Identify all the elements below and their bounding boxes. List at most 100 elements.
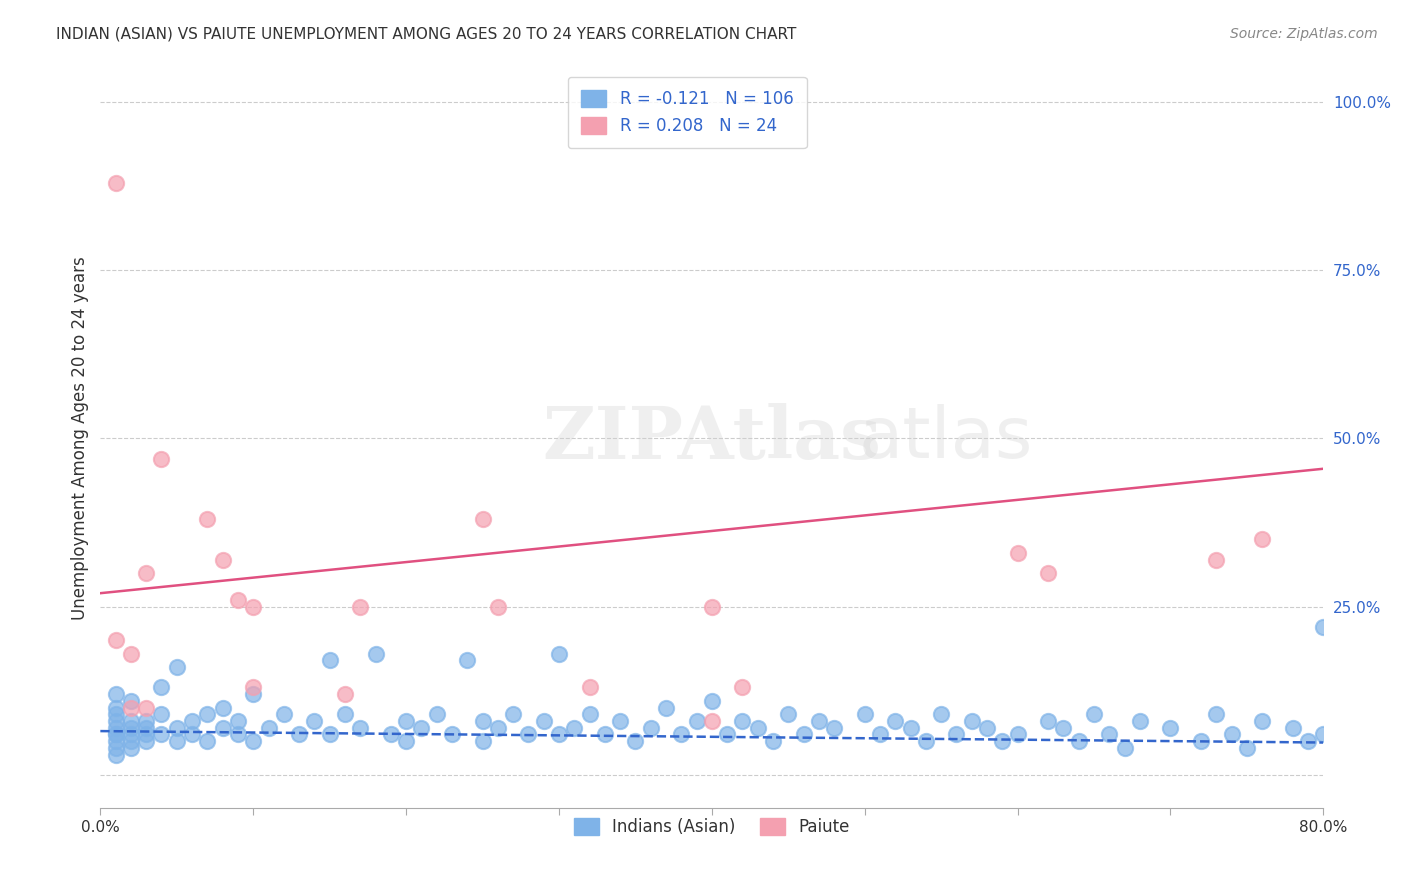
Point xyxy=(211,700,233,714)
Point xyxy=(853,707,876,722)
Point xyxy=(120,727,142,741)
Point xyxy=(166,721,188,735)
Point xyxy=(1098,727,1121,741)
Point xyxy=(793,727,815,741)
Point xyxy=(333,707,356,722)
Point xyxy=(181,727,204,741)
Point xyxy=(700,599,723,614)
Point xyxy=(731,681,754,695)
Point xyxy=(120,700,142,714)
Point xyxy=(1036,566,1059,580)
Text: atlas: atlas xyxy=(859,404,1033,473)
Point xyxy=(195,512,218,526)
Point xyxy=(242,599,264,614)
Point xyxy=(593,727,616,741)
Text: INDIAN (ASIAN) VS PAIUTE UNEMPLOYMENT AMONG AGES 20 TO 24 YEARS CORRELATION CHAR: INDIAN (ASIAN) VS PAIUTE UNEMPLOYMENT AM… xyxy=(56,27,797,42)
Text: Source: ZipAtlas.com: Source: ZipAtlas.com xyxy=(1230,27,1378,41)
Point xyxy=(211,721,233,735)
Point xyxy=(304,714,326,728)
Point xyxy=(195,707,218,722)
Point xyxy=(120,714,142,728)
Point xyxy=(104,734,127,748)
Point xyxy=(1281,721,1303,735)
Point xyxy=(1251,714,1274,728)
Point xyxy=(976,721,998,735)
Point xyxy=(700,714,723,728)
Point xyxy=(395,734,418,748)
Point xyxy=(1312,727,1334,741)
Point xyxy=(104,707,127,722)
Point xyxy=(562,721,585,735)
Point xyxy=(226,593,249,607)
Point xyxy=(671,727,693,741)
Point xyxy=(333,687,356,701)
Y-axis label: Unemployment Among Ages 20 to 24 years: Unemployment Among Ages 20 to 24 years xyxy=(72,257,89,620)
Point xyxy=(104,633,127,648)
Point xyxy=(609,714,631,728)
Point xyxy=(135,714,157,728)
Point xyxy=(747,721,769,735)
Point xyxy=(349,599,371,614)
Point xyxy=(548,647,571,661)
Point xyxy=(624,734,647,748)
Point xyxy=(181,714,204,728)
Point xyxy=(166,734,188,748)
Point xyxy=(578,681,600,695)
Point xyxy=(1312,620,1334,634)
Point xyxy=(135,721,157,735)
Point xyxy=(380,727,402,741)
Legend: Indians (Asian), Paiute: Indians (Asian), Paiute xyxy=(565,810,858,845)
Point xyxy=(900,721,922,735)
Point xyxy=(731,714,754,728)
Point xyxy=(884,714,907,728)
Point xyxy=(242,734,264,748)
Point xyxy=(685,714,707,728)
Point xyxy=(1114,740,1136,755)
Point xyxy=(1205,552,1227,566)
Point xyxy=(762,734,785,748)
Point xyxy=(1007,727,1029,741)
Point xyxy=(135,700,157,714)
Point xyxy=(349,721,371,735)
Point xyxy=(104,721,127,735)
Point xyxy=(104,740,127,755)
Point xyxy=(471,734,494,748)
Point xyxy=(426,707,449,722)
Point xyxy=(440,727,463,741)
Point xyxy=(486,721,509,735)
Point xyxy=(242,681,264,695)
Point xyxy=(1067,734,1090,748)
Point xyxy=(640,721,662,735)
Point xyxy=(778,707,800,722)
Point xyxy=(120,721,142,735)
Point xyxy=(1251,533,1274,547)
Point xyxy=(807,714,830,728)
Point xyxy=(226,727,249,741)
Point xyxy=(716,727,738,741)
Point xyxy=(517,727,540,741)
Point xyxy=(991,734,1014,748)
Point xyxy=(104,700,127,714)
Point xyxy=(211,552,233,566)
Point xyxy=(533,714,555,728)
Point xyxy=(655,700,678,714)
Point xyxy=(578,707,600,722)
Point xyxy=(1007,546,1029,560)
Point xyxy=(104,727,127,741)
Point xyxy=(1236,740,1258,755)
Point xyxy=(318,653,340,667)
Point xyxy=(135,727,157,741)
Point xyxy=(150,707,173,722)
Point xyxy=(929,707,952,722)
Point xyxy=(318,727,340,741)
Point xyxy=(242,687,264,701)
Point xyxy=(120,740,142,755)
Point xyxy=(395,714,418,728)
Point xyxy=(150,681,173,695)
Point xyxy=(1129,714,1152,728)
Point xyxy=(456,653,478,667)
Point xyxy=(364,647,387,661)
Point xyxy=(411,721,433,735)
Point xyxy=(548,727,571,741)
Text: ZIPAtlas: ZIPAtlas xyxy=(543,403,882,474)
